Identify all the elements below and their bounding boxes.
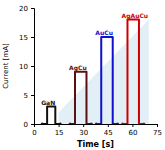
tick: 60 <box>128 124 137 137</box>
tick-mark <box>59 124 60 127</box>
axis-line <box>31 9 35 125</box>
x-axis: 0 15 30 45 60 75 <box>32 124 162 137</box>
tick: 20 <box>19 5 34 13</box>
tick: 10 <box>19 63 34 71</box>
tick: 15 <box>55 124 64 137</box>
end-point <box>95 123 98 125</box>
tick: 30 <box>79 124 88 137</box>
series-label: AgCu <box>69 64 87 72</box>
tick-label: 5 <box>24 92 28 100</box>
tick-mark <box>108 124 109 127</box>
end-point <box>59 123 62 125</box>
end-point <box>142 123 145 125</box>
end-point <box>41 123 44 125</box>
tick: 75 <box>153 124 162 137</box>
tick-mark <box>83 124 84 127</box>
tick-mark <box>31 8 34 9</box>
tick-mark <box>31 124 34 125</box>
tick-label: 75 <box>153 129 162 137</box>
line <box>123 20 144 124</box>
line <box>42 107 60 124</box>
tick-label: 10 <box>19 63 28 71</box>
shaded-area <box>59 20 149 124</box>
series-label: GaN <box>41 99 55 106</box>
end-point <box>69 123 72 125</box>
tick-label: 20 <box>19 5 28 13</box>
tick: 0 <box>24 121 34 129</box>
tick: 5 <box>24 92 34 100</box>
tick-mark <box>31 95 34 96</box>
plot-area <box>41 20 149 124</box>
series-label: AuCu <box>95 29 113 36</box>
tick: 45 <box>104 124 113 137</box>
end-point <box>121 123 124 125</box>
tick-mark <box>132 124 133 127</box>
tick: 15 <box>19 34 34 42</box>
tick-mark <box>157 124 158 127</box>
y-axis: 0 5 10 15 20 <box>19 5 34 129</box>
line <box>70 72 91 124</box>
tick-label: 45 <box>104 129 113 137</box>
y-axis-title: Current [mA] <box>2 43 10 89</box>
tick-mark <box>31 37 34 38</box>
tick-label: 15 <box>19 34 28 42</box>
chart: 0 15 30 45 60 75 0 5 10 15 20 GaN AgCu AuCu AgAuCu Time… <box>0 0 165 150</box>
x-axis-title: Time [s] <box>77 140 114 149</box>
tick-label: 0 <box>32 129 36 137</box>
tick-mark <box>31 66 34 67</box>
end-point <box>116 123 119 125</box>
tick-label: 0 <box>24 121 28 129</box>
series-label: AgAuCu <box>122 12 149 20</box>
tick-label: 60 <box>128 129 137 137</box>
end-point <box>90 123 93 125</box>
line <box>96 37 117 124</box>
tick: 0 <box>32 124 36 137</box>
tick-label: 30 <box>79 129 88 137</box>
tick-label: 15 <box>55 129 64 137</box>
axis-line <box>35 125 158 128</box>
